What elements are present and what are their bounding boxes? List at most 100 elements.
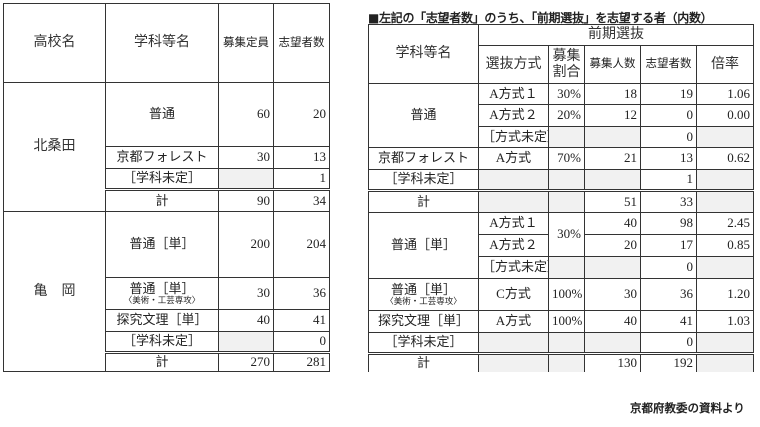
rate-cell: 1.06 (695, 83, 755, 105)
method-cell: A方式１ (478, 212, 549, 235)
department-cell: 普通［単］ 〈美術・工芸専攻〉 (368, 278, 479, 311)
table-row: ［学科未定］ 0 (368, 332, 755, 354)
department-cell: ［学科未定］ (105, 168, 219, 190)
rate-cell: 0.00 (695, 104, 755, 127)
department-cell: 普通［単］ (368, 212, 479, 279)
method-cell: A方式２ (478, 104, 549, 127)
total-row: 計 130 192 (368, 352, 755, 373)
rate-cell (695, 189, 755, 213)
department-name: 京都フォレスト (377, 150, 469, 166)
ratio-cell (548, 126, 585, 148)
ratio-cell: 70% (548, 147, 585, 170)
quota-cell: 30 (218, 146, 274, 169)
applicants-cell: 281 (273, 351, 330, 372)
department-cell: ［学科未定］ (368, 332, 479, 354)
method-cell: ［方式未定］ (478, 126, 549, 148)
applicants-cell: 1 (273, 168, 330, 190)
department-name: 普通［単］ (390, 281, 456, 297)
quota-cell (584, 256, 641, 279)
column-group-header: 前期選抜 (477, 24, 755, 46)
ratio-cell: 30% (548, 83, 585, 105)
applicants-cell: 0 (640, 256, 697, 279)
quota-cell: 40 (584, 310, 641, 333)
quota-cell (584, 169, 641, 191)
department-cell: 京都フォレスト (105, 146, 219, 169)
rate-cell (695, 352, 755, 373)
department-name: 探究文理［単］ (377, 313, 469, 329)
quota-cell: 90 (218, 188, 274, 212)
department-name: 計 (416, 193, 430, 209)
table-row: 亀 岡 普通［単］ 200 204 (3, 211, 330, 372)
column-header: 志望者数 (273, 3, 330, 83)
method-cell (478, 189, 549, 213)
column-header: 募集定員 (218, 3, 274, 83)
quota-cell: 20 (584, 234, 641, 257)
quota-cell: 40 (218, 309, 274, 332)
quota-cell: 12 (584, 104, 641, 127)
department-name: 探究文理［単］ (116, 312, 208, 328)
table-row: 普通 A方式１ 30% 18 19 1.06 (368, 83, 755, 148)
quota-cell (584, 126, 641, 148)
department-cell: ［学科未定］ (105, 331, 219, 353)
method-cell: A方式 (478, 147, 549, 170)
department-name: 普通 (410, 107, 437, 123)
department-cell: 普通［単］ (105, 211, 219, 278)
column-header: 学科等名 (368, 24, 479, 84)
applicants-cell: 17 (640, 234, 697, 257)
table-row: 京都フォレスト 30 13 (4, 146, 330, 169)
applicants-cell: 0 (640, 332, 697, 354)
applicants-cell: 0 (640, 104, 697, 127)
ratio-cell (548, 332, 585, 354)
ratio-cell (548, 169, 585, 191)
table-row: ［方式未定］ 0 (369, 256, 755, 279)
header-row: 学科等名 前期選抜 (368, 24, 755, 84)
school-name-cell: 亀 岡 (3, 211, 106, 372)
applicants-cell: 204 (273, 211, 330, 278)
ratio-cell: 100% (548, 310, 585, 333)
quota-cell: 51 (584, 189, 641, 213)
rate-cell: 2.45 (695, 212, 755, 235)
ratio-cell (548, 352, 585, 373)
department-cell: 普通［単］ 〈美術・工芸専攻〉 (105, 277, 219, 310)
department-subname: 〈美術・工芸専攻〉 (123, 294, 201, 305)
applicants-cell: 36 (640, 278, 697, 311)
ratio-cell: 100% (548, 278, 585, 311)
table-row: 普通［単］ 〈美術・工芸専攻〉 30 36 (4, 277, 330, 310)
department-name: ［学科未定］ (122, 170, 201, 186)
column-header: 募集人数 (584, 45, 641, 84)
applicants-cell: 36 (273, 277, 330, 310)
applicants-cell: 0 (273, 331, 330, 353)
method-cell: ［方式未定］ (478, 256, 549, 279)
department-cell: ［学科未定］ (368, 169, 479, 191)
department-subname: 〈美術・工芸専攻〉 (385, 295, 462, 306)
rate-cell: 0.62 (695, 147, 755, 170)
department-cell: 普通 (368, 83, 479, 148)
table-row: ［学科未定］ 1 (368, 169, 755, 191)
header-row: 選抜方式 募集割合 募集人数 志望者数 倍率 (369, 45, 755, 84)
page-bottom-area (0, 372, 760, 427)
quota-cell (218, 168, 274, 190)
department-cell: 計 (105, 351, 219, 372)
quota-cell (584, 332, 641, 354)
department-name: 計 (155, 354, 169, 370)
applicants-cell: 20 (273, 82, 330, 147)
table-row: ［学科未定］ 0 (4, 331, 330, 353)
table-row: 探究文理［単］ A方式 100% 40 41 1.03 (368, 310, 755, 333)
department-name: 計 (155, 192, 169, 208)
applicants-cell: 41 (273, 309, 330, 332)
department-name: 普通 (148, 106, 175, 122)
applicants-cell: 33 (640, 189, 697, 213)
quota-cell: 40 (584, 212, 641, 235)
rate-cell (695, 332, 755, 354)
total-row: 計 90 34 (4, 188, 330, 212)
source-note: 京都府教委の資料より (630, 401, 745, 415)
column-header: 志望者数 (640, 45, 697, 84)
method-cell (478, 169, 549, 191)
department-name: ［学科未定］ (384, 334, 463, 350)
quota-cell: 60 (218, 82, 274, 147)
applicants-cell: 13 (273, 146, 330, 169)
applicants-cell: 1 (640, 169, 697, 191)
department-cell: 普通 (105, 82, 219, 147)
ratio-cell (548, 256, 585, 279)
rate-cell (695, 169, 755, 191)
